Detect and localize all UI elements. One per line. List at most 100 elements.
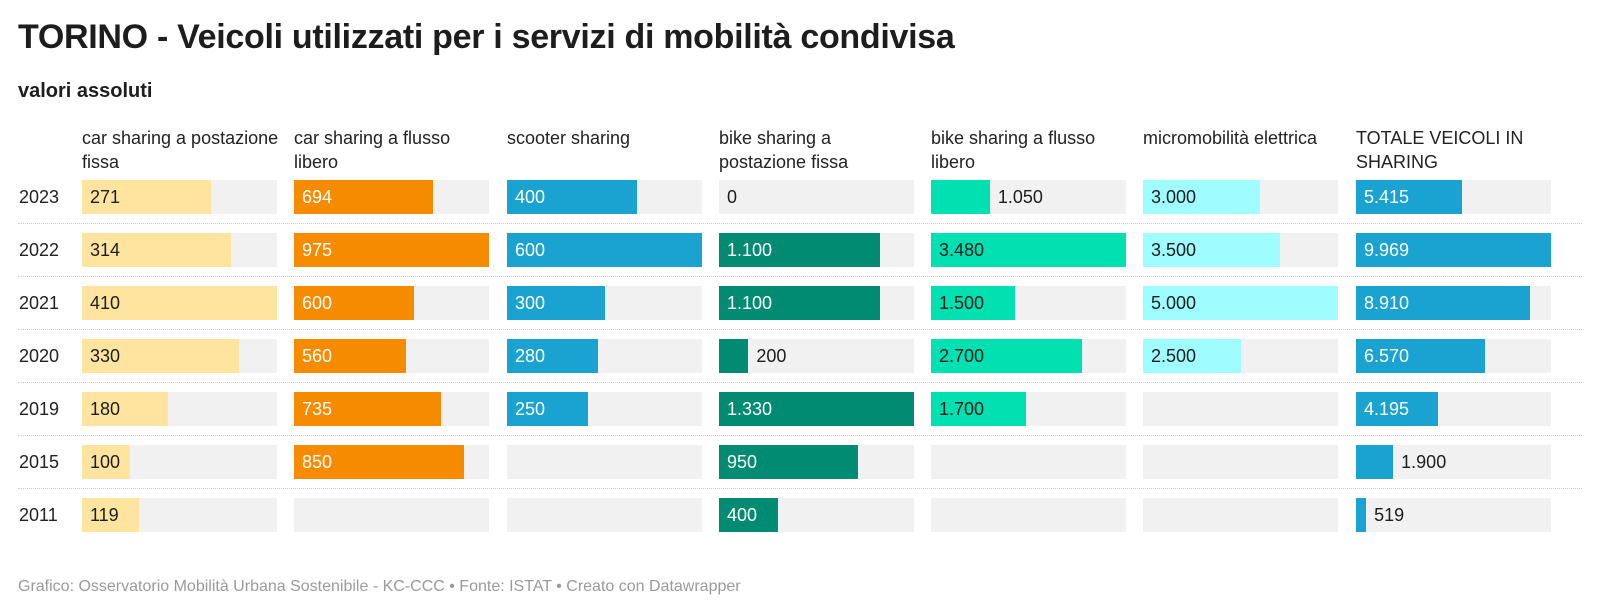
bar-track: 1.330 [719, 392, 914, 426]
bar-track [294, 498, 489, 532]
data-bar [719, 339, 749, 373]
data-bar [507, 286, 605, 320]
year-label: 2011 [19, 505, 58, 525]
bar-track: 4.195 [1356, 392, 1551, 426]
bar-track: 400 [719, 498, 914, 532]
value-label: 2.500 [1151, 346, 1197, 366]
bar-track: 2.500 [1143, 339, 1338, 373]
value-label: 3.500 [1151, 240, 1197, 260]
value-label: 410 [90, 293, 121, 313]
bar-track: 600 [294, 286, 489, 320]
row-separator [18, 329, 1582, 330]
bar-track: 694 [294, 180, 489, 214]
data-bar [1143, 180, 1260, 214]
bar-track: 200 [719, 339, 914, 373]
bar-track: 1.050 [931, 180, 1126, 214]
value-label: 3.000 [1151, 187, 1197, 207]
value-label: 975 [302, 240, 333, 260]
year-label: 2023 [19, 187, 60, 207]
value-label: 519 [1374, 505, 1405, 525]
bar-track: 300 [507, 286, 702, 320]
bar-track: 400 [507, 180, 702, 214]
data-bar [1356, 180, 1462, 214]
data-bar [294, 286, 414, 320]
value-label: 314 [90, 240, 121, 260]
column-header: bike sharing a flusso libero [931, 128, 1096, 172]
value-label: 280 [515, 346, 546, 366]
value-label: 9.969 [1364, 240, 1410, 260]
bar-track: 250 [507, 392, 702, 426]
year-label: 2022 [19, 240, 60, 260]
value-label: 6.570 [1364, 346, 1410, 366]
bar-track: 9.969 [1356, 233, 1551, 267]
value-label: 1.100 [727, 293, 773, 313]
data-bar [931, 286, 1016, 320]
bar-track: 3.500 [1143, 233, 1338, 267]
data-bar [1143, 339, 1241, 373]
value-label: 1.100 [727, 240, 773, 260]
data-bar [294, 392, 441, 426]
year-label: 2019 [19, 399, 60, 419]
value-label: 850 [302, 452, 333, 472]
data-bar [507, 233, 702, 267]
value-label: 5.415 [1364, 187, 1410, 207]
value-label: 600 [515, 240, 546, 260]
row-separator [18, 435, 1582, 436]
column-header: micromobilità elettrica [1143, 128, 1318, 148]
data-bar [82, 445, 130, 479]
chart-title: TORINO - Veicoli utilizzati per i serviz… [18, 18, 955, 56]
data-bar [1143, 286, 1338, 320]
data-bar [719, 498, 778, 532]
bar-track: 271 [82, 180, 277, 214]
data-bar [1356, 392, 1439, 426]
bar-track: 6.570 [1356, 339, 1551, 373]
row-separator [18, 382, 1582, 383]
value-label: 119 [90, 505, 119, 525]
value-label: 8.910 [1364, 293, 1410, 313]
data-bar [1356, 498, 1367, 532]
row-separator [18, 276, 1582, 277]
bar-track: 2.700 [931, 339, 1126, 373]
bar-track [931, 498, 1126, 532]
bar-track: 5.415 [1356, 180, 1551, 214]
value-label: 5.000 [1151, 293, 1197, 313]
data-bar [294, 233, 489, 267]
value-label: 271 [90, 187, 121, 207]
data-bar [1143, 233, 1280, 267]
data-bar [931, 180, 990, 214]
data-bar [931, 339, 1083, 373]
bar-track: 100 [82, 445, 277, 479]
value-label: 560 [302, 346, 333, 366]
data-bar [82, 339, 239, 373]
bar-track: 950 [719, 445, 914, 479]
data-bar [1356, 233, 1551, 267]
value-label: 735 [302, 399, 333, 419]
data-bar [931, 392, 1027, 426]
data-bar [82, 286, 277, 320]
data-bar [294, 339, 406, 373]
bar-track: 0 [719, 180, 914, 214]
bar-track: 735 [294, 392, 489, 426]
data-bar [82, 180, 211, 214]
bar-track [507, 498, 702, 532]
bar-track: 519 [1356, 498, 1551, 532]
row-separator [18, 223, 1582, 224]
column-header: bike sharing a postazione fissa [719, 128, 849, 172]
data-bar [1356, 445, 1394, 479]
value-label: 1.330 [727, 399, 773, 419]
bar-track: 119 [82, 498, 277, 532]
value-label: 100 [90, 452, 121, 472]
value-label: 330 [90, 346, 121, 366]
column-header: car sharing a postazione fissa [82, 128, 279, 172]
bar-track: 3.480 [931, 233, 1126, 267]
value-label: 400 [727, 505, 758, 525]
bar-track: 330 [82, 339, 277, 373]
data-bar [294, 445, 464, 479]
data-bar [82, 233, 232, 267]
data-bar [507, 392, 589, 426]
value-label: 694 [302, 187, 333, 207]
data-bar [507, 180, 637, 214]
value-label: 1.500 [939, 293, 985, 313]
bar-track: 1.100 [719, 233, 914, 267]
